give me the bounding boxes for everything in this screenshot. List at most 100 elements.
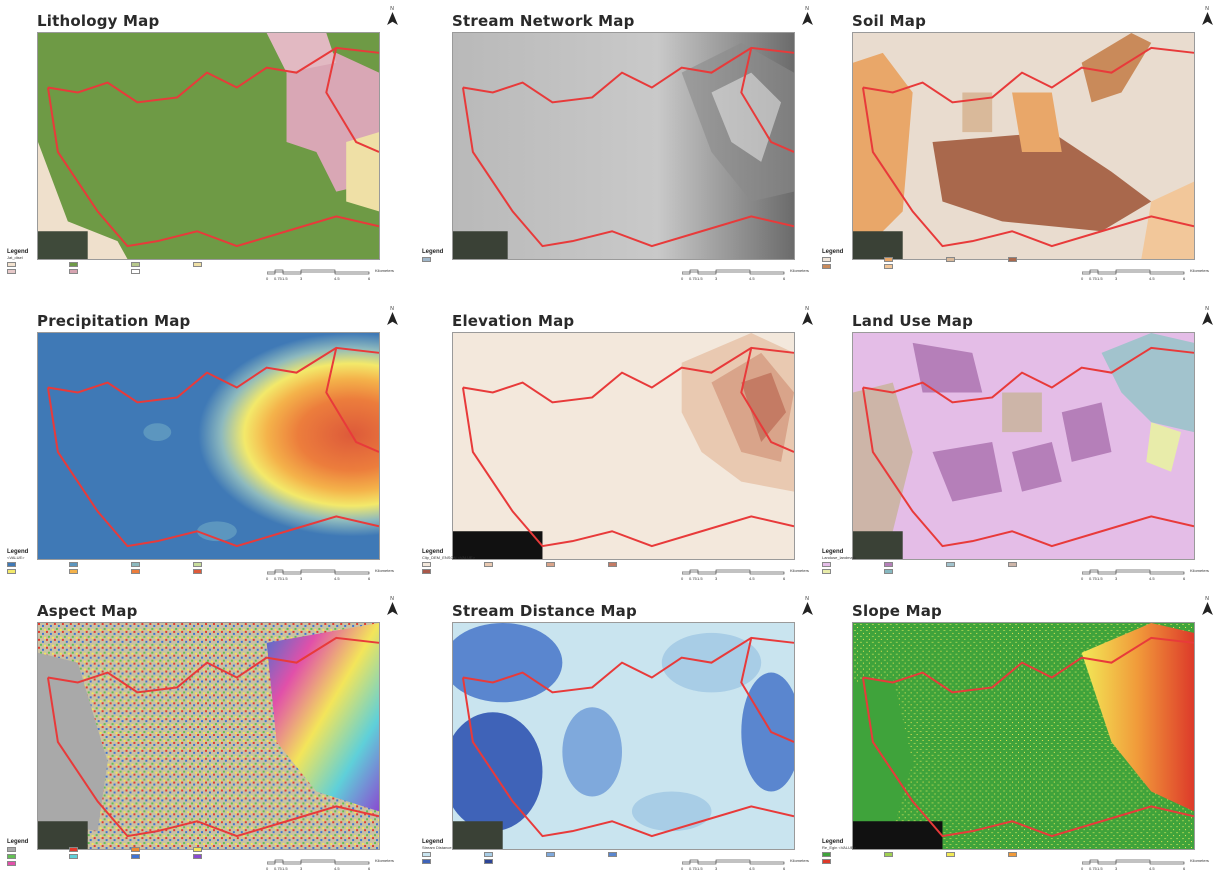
legend-swatch: [131, 269, 140, 274]
scale-tick-label: 1.5: [1097, 576, 1103, 581]
legend-swatch: [69, 562, 78, 567]
north-arrow-icon: [386, 312, 398, 325]
legend-item: [822, 851, 884, 858]
map-panel-stream-network: Stream Network Map N Legend 0 0.75 1.5 3 4.5…: [420, 2, 820, 292]
scale-unit-label: Kilometers: [375, 568, 394, 573]
legend-title: Legend: [7, 249, 29, 255]
legend-swatch: [822, 257, 831, 262]
legend-item: [884, 851, 946, 858]
map-panel-stream-distance: Stream Distance Map N Legend Stream Dist…: [420, 592, 820, 877]
legend-swatch: [546, 852, 555, 857]
legend-item: [131, 568, 193, 575]
scale-bar: 0 0.75 1.5 3 4.5 6 Kilometers: [1081, 268, 1212, 288]
legend-swatch: [193, 854, 202, 859]
scale-tick-label: 1.5: [282, 576, 288, 581]
legend-swatch: [884, 264, 893, 269]
map-image-slope: [852, 622, 1195, 850]
legend-item: [69, 568, 131, 575]
legend-item: [946, 851, 1008, 858]
scale-tick-label: 3: [300, 866, 303, 871]
map-legend: Legend Landuse_landmark: [822, 549, 1072, 589]
legend-title: Legend: [822, 839, 844, 845]
scale-tick-label: 0: [1081, 576, 1084, 581]
legend-swatch: [946, 257, 955, 262]
legend-swatch: [69, 854, 78, 859]
legend-item: [7, 860, 69, 867]
scale-bar-graphic: [1082, 569, 1185, 575]
scale-tick-label: 0.75: [1089, 576, 1097, 581]
north-arrow: N: [800, 596, 814, 620]
legend-item: [69, 268, 131, 275]
legend-subtitle: Jat_disel: [7, 255, 23, 260]
legend-swatch: [193, 847, 202, 852]
scale-tick-label: 3: [715, 866, 718, 871]
scale-unit-label: Kilometers: [375, 268, 394, 273]
scale-tick-label: 4.5: [749, 866, 755, 871]
legend-item: [608, 851, 670, 858]
legend-swatch: [822, 859, 831, 864]
scale-unit-label: Kilometers: [790, 268, 809, 273]
legend-swatch: [822, 852, 831, 857]
scale-tick-label: 1.5: [1097, 276, 1103, 281]
legend-swatch: [422, 859, 431, 864]
north-arrow: N: [385, 306, 399, 330]
legend-swatch: [484, 859, 493, 864]
map-title: Precipitation Map: [37, 312, 191, 330]
map-panel-land-use: Land Use Map N Legend Landuse_landmark 0…: [820, 302, 1220, 592]
map-image-elevation: [452, 332, 795, 560]
legend-subtitle: <VALUE>: [7, 555, 25, 560]
scale-tick-label: 0.75: [689, 866, 697, 871]
scale-bar-graphic: [1082, 859, 1185, 865]
legend-item: [131, 853, 193, 860]
scale-tick-label: 1.5: [282, 866, 288, 871]
legend-item: [484, 851, 546, 858]
north-arrow-icon: [801, 12, 813, 25]
scale-unit-label: Kilometers: [1190, 268, 1209, 273]
legend-swatch: [822, 264, 831, 269]
legend-item: [422, 561, 484, 568]
legend-swatch: [484, 562, 493, 567]
north-arrow: N: [1200, 6, 1214, 30]
legend-item: [69, 261, 131, 268]
scale-bar: 0 0.75 1.5 3 4.5 6 Kilometers: [681, 568, 812, 588]
map-title: Stream Network Map: [452, 12, 635, 30]
legend-subtitle: Re_Egin <VALUE>: [822, 845, 856, 850]
legend-item: [422, 858, 484, 865]
legend-swatch: [69, 847, 78, 852]
north-arrow-icon: [386, 602, 398, 615]
map-image-precipitation: [37, 332, 380, 560]
legend-swatch: [822, 569, 831, 574]
legend-item: [131, 268, 193, 275]
scale-tick-label: 3: [1115, 576, 1118, 581]
legend-item: [608, 561, 670, 568]
legend-item: [422, 851, 484, 858]
scale-tick-label: 0.75: [689, 576, 697, 581]
legend-title: Legend: [822, 549, 844, 555]
map-legend: Legend Re_Egin <VALUE>: [822, 839, 1072, 877]
map-title: Stream Distance Map: [452, 602, 637, 620]
scale-tick-label: 0: [681, 576, 684, 581]
legend-item: [1008, 851, 1070, 858]
map-title: Lithology Map: [37, 12, 160, 30]
legend-swatch: [131, 569, 140, 574]
legend-item: [546, 561, 608, 568]
scale-tick-label: 6: [783, 866, 786, 871]
map-panel-soil: Soil Map N Legend 0 0.75 1.5 3 4.5 6 Kilometer…: [820, 2, 1220, 292]
scale-tick-label: 4.5: [749, 276, 755, 281]
scale-tick-label: 0.75: [1089, 866, 1097, 871]
map-title: Slope Map: [852, 602, 942, 620]
scale-tick-label: 6: [1183, 866, 1186, 871]
legend-item: [193, 846, 255, 853]
scale-bar: 0 0.75 1.5 3 4.5 6 Kilometers: [266, 858, 397, 877]
legend-swatch: [193, 562, 202, 567]
legend-subtitle: Landuse_landmark: [822, 555, 857, 560]
north-arrow-icon: [1201, 602, 1213, 615]
north-arrow: N: [385, 596, 399, 620]
scale-tick-label: 1.5: [1097, 866, 1103, 871]
scale-tick-label: 0.75: [689, 276, 697, 281]
scale-tick-label: 4.5: [334, 276, 340, 281]
scale-tick-label: 0.75: [274, 576, 282, 581]
north-arrow: N: [800, 6, 814, 30]
scale-unit-label: Kilometers: [790, 568, 809, 573]
scale-bar-graphic: [267, 859, 370, 865]
